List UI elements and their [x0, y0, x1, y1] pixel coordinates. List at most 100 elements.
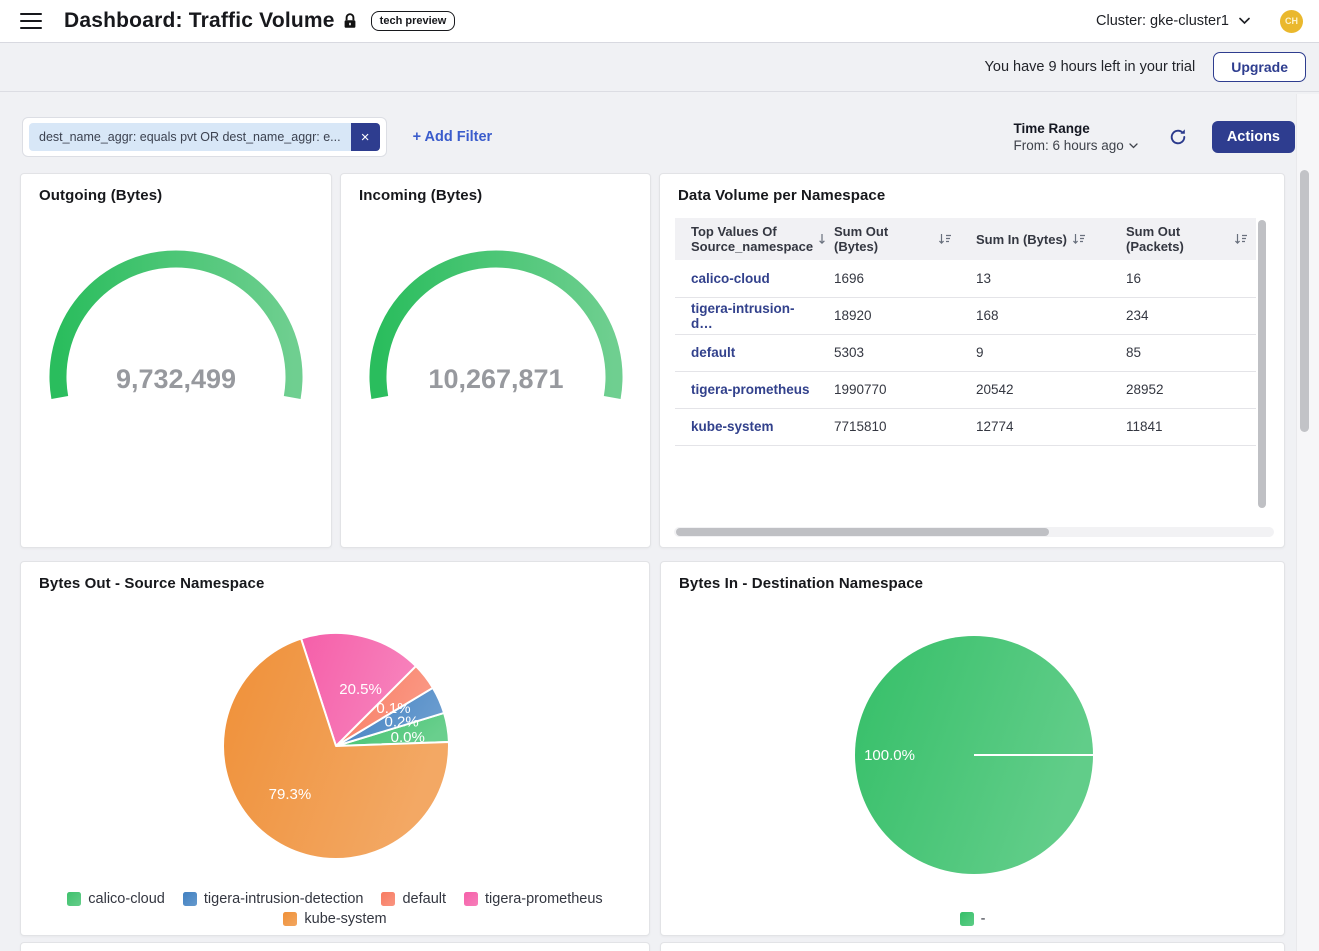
namespace-link[interactable]: kube-system: [691, 419, 774, 434]
time-range-value[interactable]: From: 6 hours ago: [1014, 138, 1138, 153]
table-row: tigera-intrusion-d… 18920 168 234: [675, 297, 1256, 335]
avatar[interactable]: CH: [1280, 9, 1303, 33]
menu-icon[interactable]: [20, 13, 42, 29]
legend-label: calico-cloud: [88, 891, 165, 907]
sort-desc-icon: [938, 234, 951, 244]
legend-swatch: [959, 912, 974, 926]
card-bytes-out-pie: Bytes Out - Source Namespace 0.0% 0.2% 0.1…: [20, 561, 650, 936]
gauge-value: 9,732,499: [116, 364, 236, 394]
pie-slice-label: 0.1%: [376, 700, 410, 717]
bytes-in-legend: -: [661, 911, 1284, 927]
table-cell: 1696: [818, 260, 960, 298]
legend-swatch: [182, 892, 197, 906]
card-incoming-bytes: Incoming (Bytes) 10,267,871: [340, 173, 651, 548]
namespace-link[interactable]: default: [691, 345, 736, 360]
legend-label: -: [980, 911, 986, 927]
page-scrollbar[interactable]: [1300, 170, 1309, 432]
chevron-down-icon: [1239, 13, 1250, 29]
lock-icon: [343, 12, 357, 30]
bytes-in-pie-chart[interactable]: 100.0%: [661, 606, 1286, 896]
cluster-selector[interactable]: Cluster: gke-cluster1: [1096, 13, 1250, 29]
app-header: Dashboard: Traffic Volume tech preview C…: [0, 0, 1319, 43]
card-outgoing-bytes: Outgoing (Bytes) 9,732,499: [20, 173, 332, 548]
table-cell: 18920: [818, 297, 960, 335]
column-header-sum-in-bytes[interactable]: Sum In (Bytes): [960, 218, 1110, 260]
add-filter-button[interactable]: + Add Filter: [412, 129, 493, 145]
card-data-volume-table: Data Volume per Namespace Top Values Of …: [659, 173, 1285, 548]
legend-swatch: [67, 892, 82, 906]
table-row: calico-cloud 1696 13 16: [675, 260, 1256, 298]
filter-chip[interactable]: dest_name_aggr: equals pvt OR dest_name_…: [29, 123, 380, 151]
time-range-label: Time Range: [1013, 121, 1090, 136]
legend-item-tigera-prometheus[interactable]: tigera-prometheus: [464, 891, 603, 907]
legend-item-kube-system[interactable]: kube-system: [283, 911, 387, 927]
legend-label: tigera-prometheus: [485, 891, 603, 907]
filter-input[interactable]: dest_name_aggr: equals pvt OR dest_name_…: [22, 117, 387, 157]
table-cell: 85: [1110, 334, 1256, 372]
upgrade-button[interactable]: Upgrade: [1213, 52, 1306, 82]
card-partial-right: [660, 942, 1285, 951]
legend-item-tigera-intrusion-detection[interactable]: tigera-intrusion-detection: [182, 891, 364, 907]
bytes-out-legend: calico-cloud tigera-intrusion-detection de…: [21, 891, 649, 927]
chevron-down-icon: [1129, 142, 1138, 148]
gauge-value: 10,267,871: [428, 364, 563, 394]
legend-item-calico-cloud[interactable]: calico-cloud: [67, 891, 165, 907]
namespace-link[interactable]: tigera-prometheus: [691, 382, 810, 397]
card-title: Data Volume per Namespace: [678, 187, 886, 204]
pie-slice-kube-system[interactable]: [222, 637, 450, 860]
card-bytes-in-pie: Bytes In - Destination Namespace 100.0% …: [660, 561, 1285, 936]
page-title: Dashboard: Traffic Volume: [64, 9, 335, 32]
card-title: Bytes Out - Source Namespace: [39, 575, 265, 592]
legend-item--[interactable]: -: [959, 911, 986, 927]
cluster-label: Cluster: gke-cluster1: [1096, 13, 1229, 29]
table-header-row: Top Values Of Source_namespace Sum Out (…: [675, 218, 1256, 260]
outgoing-gauge: 9,732,499: [49, 250, 303, 399]
table-vertical-scrollbar[interactable]: [1258, 220, 1266, 508]
bytes-out-pie-chart[interactable]: 0.0%0.2%0.1% 20.5% 79.3%: [21, 606, 651, 886]
legend-swatch: [464, 892, 479, 906]
column-header-sum-out-packets[interactable]: Sum Out (Packets): [1110, 218, 1256, 260]
incoming-gauge: 10,267,871: [369, 250, 623, 399]
filter-bar: dest_name_aggr: equals pvt OR dest_name_…: [22, 117, 1295, 157]
time-range: Time Range From: 6 hours ago: [1014, 121, 1138, 153]
table-cell: 12774: [960, 408, 1110, 446]
table-cell: 20542: [960, 371, 1110, 409]
sort-desc-icon: [1234, 234, 1247, 244]
namespace-table: Top Values Of Source_namespace Sum Out (…: [675, 218, 1256, 446]
table-cell: 234: [1110, 297, 1256, 335]
table-horizontal-scrollbar[interactable]: [676, 528, 1049, 536]
card-title: Incoming (Bytes): [359, 187, 483, 204]
table-cell: 11841: [1110, 408, 1256, 446]
legend-label: default: [402, 891, 447, 907]
page-scrollbar-track[interactable]: [1296, 94, 1319, 951]
legend-swatch: [381, 892, 396, 906]
table-cell: 7715810: [818, 408, 960, 446]
table-scroll-area[interactable]: Top Values Of Source_namespace Sum Out (…: [675, 218, 1256, 446]
table-row: tigera-prometheus 1990770 20542 28952: [675, 371, 1256, 409]
legend-label: kube-system: [304, 911, 387, 927]
pie-slice-label: 100.0%: [864, 747, 915, 764]
column-header-source-namespace[interactable]: Top Values Of Source_namespace: [675, 218, 825, 260]
trial-message: You have 9 hours left in your trial: [984, 59, 1196, 75]
close-icon[interactable]: ×: [350, 123, 380, 151]
tech-preview-badge: tech preview: [370, 11, 456, 31]
refresh-icon[interactable]: [1168, 127, 1188, 147]
column-header-sum-out-bytes[interactable]: Sum Out (Bytes): [818, 218, 960, 260]
legend-item-default[interactable]: default: [381, 891, 446, 907]
actions-button[interactable]: Actions: [1211, 121, 1295, 153]
namespace-link[interactable]: tigera-intrusion-d…: [691, 300, 795, 331]
filter-chip-text[interactable]: dest_name_aggr: equals pvt OR dest_name_…: [29, 123, 351, 151]
table-cell: 9: [960, 334, 1110, 372]
trial-bar: You have 9 hours left in your trial Upgr…: [0, 43, 1319, 92]
namespace-link[interactable]: calico-cloud: [691, 270, 770, 286]
card-title: Outgoing (Bytes): [39, 187, 163, 204]
table-cell: 13: [960, 260, 1110, 298]
table-cell: 28952: [1110, 371, 1256, 409]
pie-slice-label: 79.3%: [269, 786, 312, 803]
table-cell: 16: [1110, 260, 1256, 298]
table-cell: 168: [960, 297, 1110, 335]
legend-label: tigera-intrusion-detection: [203, 891, 364, 907]
sort-arrow-icon: [819, 234, 825, 245]
card-title: Bytes In - Destination Namespace: [679, 575, 924, 592]
pie-slice-tigera-prometheus[interactable]: [300, 632, 417, 747]
